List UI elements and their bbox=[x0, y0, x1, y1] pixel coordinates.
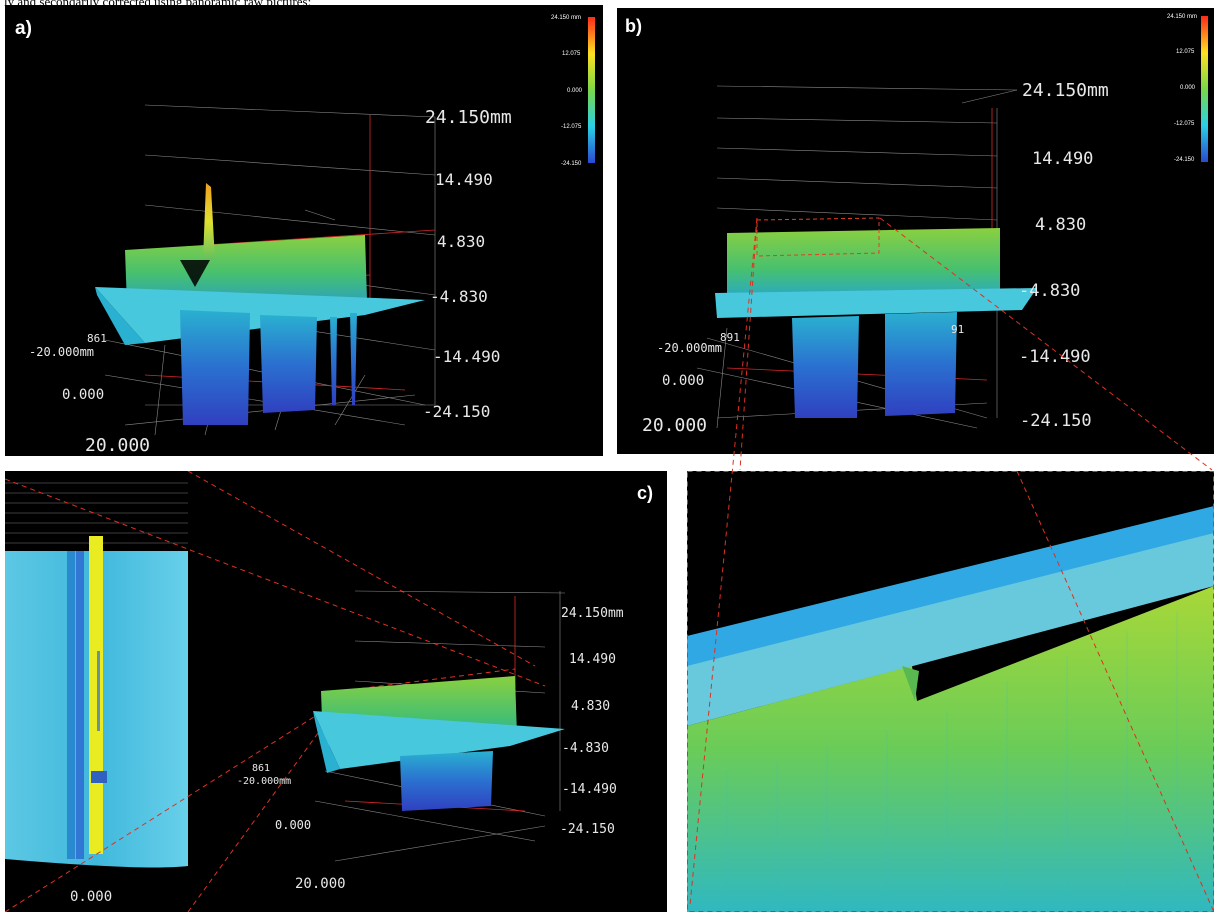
panel-c-surface bbox=[313, 676, 565, 811]
panel-b-3d-profile: 24.150mm 14.490 4.830 -4.830 -14.490 -24… bbox=[617, 8, 1214, 454]
panel-a-colorbar-tick-4: -24.150 bbox=[561, 161, 582, 167]
panel-a-colorbar-tick-2: 0.000 bbox=[567, 88, 583, 94]
panel-c-x-tick: 861 bbox=[252, 763, 270, 774]
panel-b-x-tick-1: 91 bbox=[951, 323, 964, 336]
panel-b-z-tick-4: -14.490 bbox=[1019, 347, 1091, 367]
panel-b-z-tick-5: -24.150 bbox=[1020, 411, 1092, 431]
panel-c-z-tick-2: 4.830 bbox=[571, 699, 610, 714]
panel-a-x-tick: 861 bbox=[87, 332, 107, 345]
panel-a-colorbar-tick-1: 12.075 bbox=[562, 51, 581, 57]
panel-c-inset-top-view bbox=[5, 471, 188, 912]
panel-b-colorbar: 24.150 mm 12.075 0.000 -12.075 -24.150 bbox=[1167, 14, 1208, 163]
panel-a-z-tick-5: -24.150 bbox=[423, 402, 490, 421]
panel-c-z-tick-4: -14.490 bbox=[562, 782, 617, 797]
panel-c-y-tick-0: -20.000mm bbox=[237, 776, 291, 787]
panel-a-z-tick-0: 24.150mm bbox=[425, 107, 512, 128]
panel-a-label: a) bbox=[15, 18, 32, 39]
panel-c-3d-profile: 0.000 24.150mm bbox=[5, 471, 667, 912]
panel-b-y-tick-2: 20.000 bbox=[642, 415, 707, 436]
panel-a-z-tick-4: -14.490 bbox=[433, 347, 500, 366]
panel-a-z-tick-3: -4.830 bbox=[430, 287, 488, 306]
panel-b-colorbar-tick-3: -12.075 bbox=[1174, 121, 1195, 127]
panel-a-surface bbox=[95, 183, 425, 425]
panel-b-y-tick-0: -20.000mm bbox=[657, 341, 722, 355]
panel-b-y-tick-1: 0.000 bbox=[662, 373, 704, 389]
panel-c-inset-tick: 0.000 bbox=[70, 889, 112, 905]
panel-a-z-tick-2: 4.830 bbox=[437, 232, 485, 251]
panel-b-colorbar-tick-4: -24.150 bbox=[1174, 157, 1195, 163]
panel-a-z-tick-1: 14.490 bbox=[435, 170, 493, 189]
panel-c-z-tick-1: 14.490 bbox=[569, 652, 616, 667]
panel-a-colorbar-tick-3: -12.075 bbox=[561, 124, 582, 130]
panel-b-colorbar-tick-1: 12.075 bbox=[1176, 49, 1195, 55]
panel-c-y-tick-1: 0.000 bbox=[275, 818, 311, 832]
panel-c-label: c) bbox=[637, 483, 653, 503]
panel-b-z-tick-1: 14.490 bbox=[1032, 149, 1093, 169]
panel-b-x-tick-0: 891 bbox=[720, 331, 740, 344]
panel-b-colorbar-tick-0: 24.150 mm bbox=[1167, 14, 1197, 20]
panel-a-3d-profile: 24.150mm 14.490 4.830 -4.830 -14.490 -24… bbox=[5, 5, 603, 456]
panel-a-y-tick-2: 20.000 bbox=[85, 435, 150, 456]
panel-c-z-tick-3: -4.830 bbox=[562, 741, 609, 756]
panel-a-colorbar: 24.150 mm 12.075 0.000 -12.075 -24.150 bbox=[551, 15, 595, 167]
panel-b-surface bbox=[715, 217, 1037, 418]
panel-a-colorbar-tick-0: 24.150 mm bbox=[551, 15, 581, 21]
panel-a-y-tick-0: -20.000mm bbox=[29, 345, 94, 359]
panel-c-z-tick-0: 24.150mm bbox=[561, 606, 624, 621]
panel-c-y-tick-2: 20.000 bbox=[295, 876, 346, 892]
panel-b-label: b) bbox=[625, 16, 642, 36]
panel-b-z-tick-3: -4.830 bbox=[1019, 281, 1080, 301]
panel-b-z-tick-2: 4.830 bbox=[1035, 215, 1086, 235]
panel-b-z-tick-0: 24.150mm bbox=[1022, 80, 1109, 101]
figure-caption-fragment: ly and secondarily corrected using panor… bbox=[4, 0, 312, 8]
panel-b-colorbar-tick-2: 0.000 bbox=[1180, 85, 1196, 91]
panel-a-y-tick-1: 0.000 bbox=[62, 387, 104, 403]
panel-c-z-tick-5: -24.150 bbox=[560, 822, 615, 837]
panel-c-zoom-view bbox=[687, 471, 1214, 912]
